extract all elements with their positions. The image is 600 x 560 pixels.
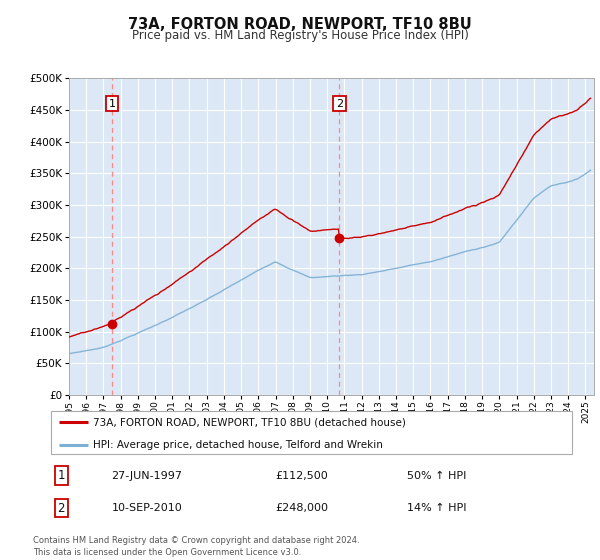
Text: £112,500: £112,500 (275, 470, 328, 480)
Text: 2: 2 (58, 502, 65, 515)
Text: 50% ↑ HPI: 50% ↑ HPI (407, 470, 466, 480)
Text: 73A, FORTON ROAD, NEWPORT, TF10 8BU (detached house): 73A, FORTON ROAD, NEWPORT, TF10 8BU (det… (93, 417, 406, 427)
Text: 2: 2 (336, 99, 343, 109)
Text: 10-SEP-2010: 10-SEP-2010 (112, 503, 182, 513)
Text: HPI: Average price, detached house, Telford and Wrekin: HPI: Average price, detached house, Telf… (93, 440, 383, 450)
FancyBboxPatch shape (50, 411, 572, 454)
Text: 27-JUN-1997: 27-JUN-1997 (112, 470, 182, 480)
Text: Price paid vs. HM Land Registry's House Price Index (HPI): Price paid vs. HM Land Registry's House … (131, 29, 469, 42)
Text: Contains HM Land Registry data © Crown copyright and database right 2024.
This d: Contains HM Land Registry data © Crown c… (33, 536, 359, 557)
Text: 1: 1 (58, 469, 65, 482)
Text: 14% ↑ HPI: 14% ↑ HPI (407, 503, 467, 513)
Text: 1: 1 (109, 99, 115, 109)
Text: 73A, FORTON ROAD, NEWPORT, TF10 8BU: 73A, FORTON ROAD, NEWPORT, TF10 8BU (128, 17, 472, 32)
Text: £248,000: £248,000 (275, 503, 328, 513)
